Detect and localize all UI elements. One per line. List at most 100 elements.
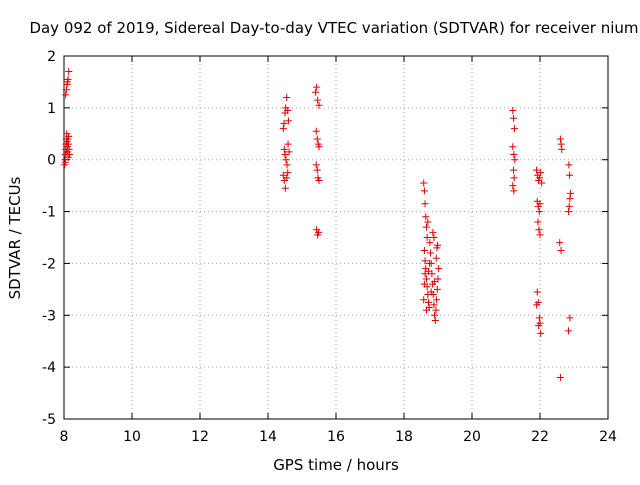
data-point-marker bbox=[312, 161, 320, 169]
data-point-marker bbox=[534, 218, 542, 226]
x-axis-tick-labels: 8 10 12 14 16 18 20 22 24 bbox=[60, 429, 617, 445]
chart-title: Day 092 of 2019, Sidereal Day-to-day VTE… bbox=[29, 19, 638, 37]
data-point-marker bbox=[565, 161, 573, 169]
y-tick-label: 2 bbox=[47, 49, 56, 65]
data-point-marker bbox=[424, 218, 432, 226]
data-point-marker bbox=[558, 145, 566, 153]
data-point-marker bbox=[420, 179, 428, 187]
axis-ticks bbox=[63, 55, 609, 420]
data-point-marker bbox=[535, 226, 543, 234]
data-point-marker bbox=[285, 148, 293, 156]
y-tick-label: -4 bbox=[42, 360, 56, 376]
data-point-marker bbox=[283, 161, 291, 169]
x-tick-label: 18 bbox=[395, 429, 413, 445]
data-point-marker bbox=[282, 156, 290, 164]
data-point-marker bbox=[434, 241, 442, 249]
grid-lines bbox=[64, 56, 608, 419]
data-point-marker bbox=[565, 202, 573, 210]
x-tick-label: 20 bbox=[463, 429, 481, 445]
data-points bbox=[61, 68, 575, 382]
data-point-marker bbox=[435, 265, 443, 273]
data-point-marker bbox=[284, 169, 292, 177]
data-point-marker bbox=[281, 151, 289, 159]
data-point-marker bbox=[509, 114, 517, 122]
data-point-marker bbox=[313, 83, 321, 91]
data-point-marker bbox=[511, 156, 519, 164]
data-point-marker bbox=[429, 228, 437, 236]
x-tick-label: 16 bbox=[327, 429, 345, 445]
data-point-marker bbox=[313, 135, 321, 143]
data-point-marker bbox=[433, 296, 441, 304]
data-point-marker bbox=[62, 91, 70, 99]
data-point-marker bbox=[315, 176, 323, 184]
data-point-marker bbox=[431, 278, 439, 286]
data-point-marker bbox=[537, 169, 545, 177]
data-point-marker bbox=[279, 125, 287, 133]
data-point-marker bbox=[422, 275, 430, 283]
data-point-marker bbox=[510, 151, 518, 159]
data-point-marker bbox=[420, 246, 428, 254]
data-point-marker bbox=[566, 171, 574, 179]
data-point-marker bbox=[280, 145, 288, 153]
data-point-marker bbox=[510, 174, 518, 182]
data-point-marker bbox=[566, 314, 574, 322]
data-point-marker bbox=[315, 143, 323, 151]
data-point-marker bbox=[427, 288, 435, 296]
x-tick-label: 24 bbox=[599, 429, 617, 445]
data-point-marker bbox=[284, 140, 292, 148]
data-point-marker bbox=[280, 119, 288, 127]
data-point-marker bbox=[536, 174, 544, 182]
y-axis-tick-labels: -5 -4 -3 -2 -1 0 1 2 bbox=[42, 49, 56, 428]
x-axis-label: GPS time / hours bbox=[273, 456, 399, 474]
data-point-marker bbox=[431, 316, 439, 324]
data-point-marker bbox=[284, 117, 292, 125]
data-point-marker bbox=[433, 285, 441, 293]
data-point-marker bbox=[422, 306, 430, 314]
data-point-marker bbox=[430, 234, 438, 241]
data-point-marker bbox=[432, 254, 440, 262]
data-point-marker bbox=[534, 298, 542, 306]
data-point-marker bbox=[557, 140, 565, 148]
data-point-marker bbox=[509, 143, 517, 151]
data-point-marker bbox=[64, 135, 72, 143]
data-point-marker bbox=[421, 257, 429, 265]
data-point-marker bbox=[313, 166, 321, 174]
data-point-marker bbox=[509, 182, 517, 190]
data-point-marker bbox=[424, 298, 432, 306]
data-point-marker bbox=[283, 93, 291, 101]
data-point-marker bbox=[565, 327, 573, 335]
data-point-marker bbox=[423, 234, 431, 241]
data-point-marker bbox=[422, 213, 430, 221]
data-point-marker bbox=[315, 101, 323, 109]
data-point-marker bbox=[557, 246, 565, 254]
data-point-marker bbox=[510, 187, 518, 195]
data-point-marker bbox=[538, 179, 546, 187]
data-point-marker bbox=[509, 166, 517, 174]
data-point-marker bbox=[566, 195, 574, 203]
x-tick-label: 12 bbox=[191, 429, 209, 445]
data-point-marker bbox=[535, 322, 543, 330]
data-point-marker bbox=[430, 301, 438, 309]
data-point-marker bbox=[312, 88, 320, 96]
data-point-marker bbox=[61, 158, 69, 166]
data-point-marker bbox=[420, 280, 428, 288]
data-point-marker bbox=[536, 200, 544, 208]
data-point-marker bbox=[431, 311, 439, 319]
data-point-marker bbox=[424, 267, 432, 275]
data-point-marker bbox=[65, 68, 73, 76]
data-point-marker bbox=[567, 189, 575, 197]
y-tick-label: -2 bbox=[42, 256, 56, 272]
data-point-marker bbox=[63, 148, 71, 156]
data-point-marker bbox=[535, 314, 543, 322]
data-point-marker bbox=[432, 306, 440, 314]
x-tick-label: 10 bbox=[123, 429, 141, 445]
data-point-marker bbox=[537, 329, 545, 337]
data-point-marker bbox=[420, 187, 428, 195]
y-axis-label: SDTVAR / TECUs bbox=[6, 176, 24, 299]
data-point-marker bbox=[315, 228, 323, 236]
data-point-marker bbox=[422, 223, 430, 231]
data-point-marker bbox=[426, 239, 434, 247]
